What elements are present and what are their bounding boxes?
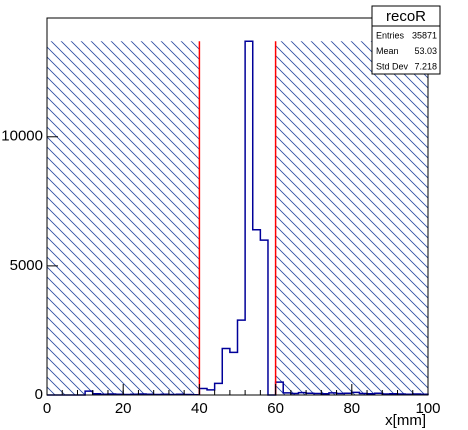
x-axis-label: x[mm] [385,412,426,429]
stats-key: Entries [376,30,405,40]
x-tick-label: 0 [43,400,51,417]
stats-title: recoR [386,8,426,25]
histogram-bin [238,320,246,395]
excluded-region [47,41,200,396]
stats-key: Std Dev [376,61,409,71]
excluded-region [275,41,428,396]
x-tick-label: 40 [191,400,208,417]
histogram-bin [260,240,268,395]
histogram-bin [253,230,261,395]
stats-value: 53.03 [414,46,437,56]
stats-value: 7.218 [414,61,437,71]
y-tick-label: 5000 [10,257,43,274]
y-tick-label: 0 [35,386,43,403]
plot-frame [46,17,429,396]
stats-box [371,5,441,75]
histogram-bin [207,390,215,395]
histogram-bin [222,349,230,395]
stats-value: 35871 [412,30,437,40]
histogram-bin [230,352,238,395]
x-tick-label: 80 [343,400,360,417]
y-tick-label: 10000 [1,128,43,145]
histogram-bin [199,389,207,395]
x-tick-label: 100 [415,400,440,417]
x-tick-label: 20 [115,400,132,417]
x-tick-label: 60 [267,400,284,417]
histogram-bin [245,41,253,395]
stats-key: Mean [376,46,399,56]
histogram-bin [215,383,223,395]
